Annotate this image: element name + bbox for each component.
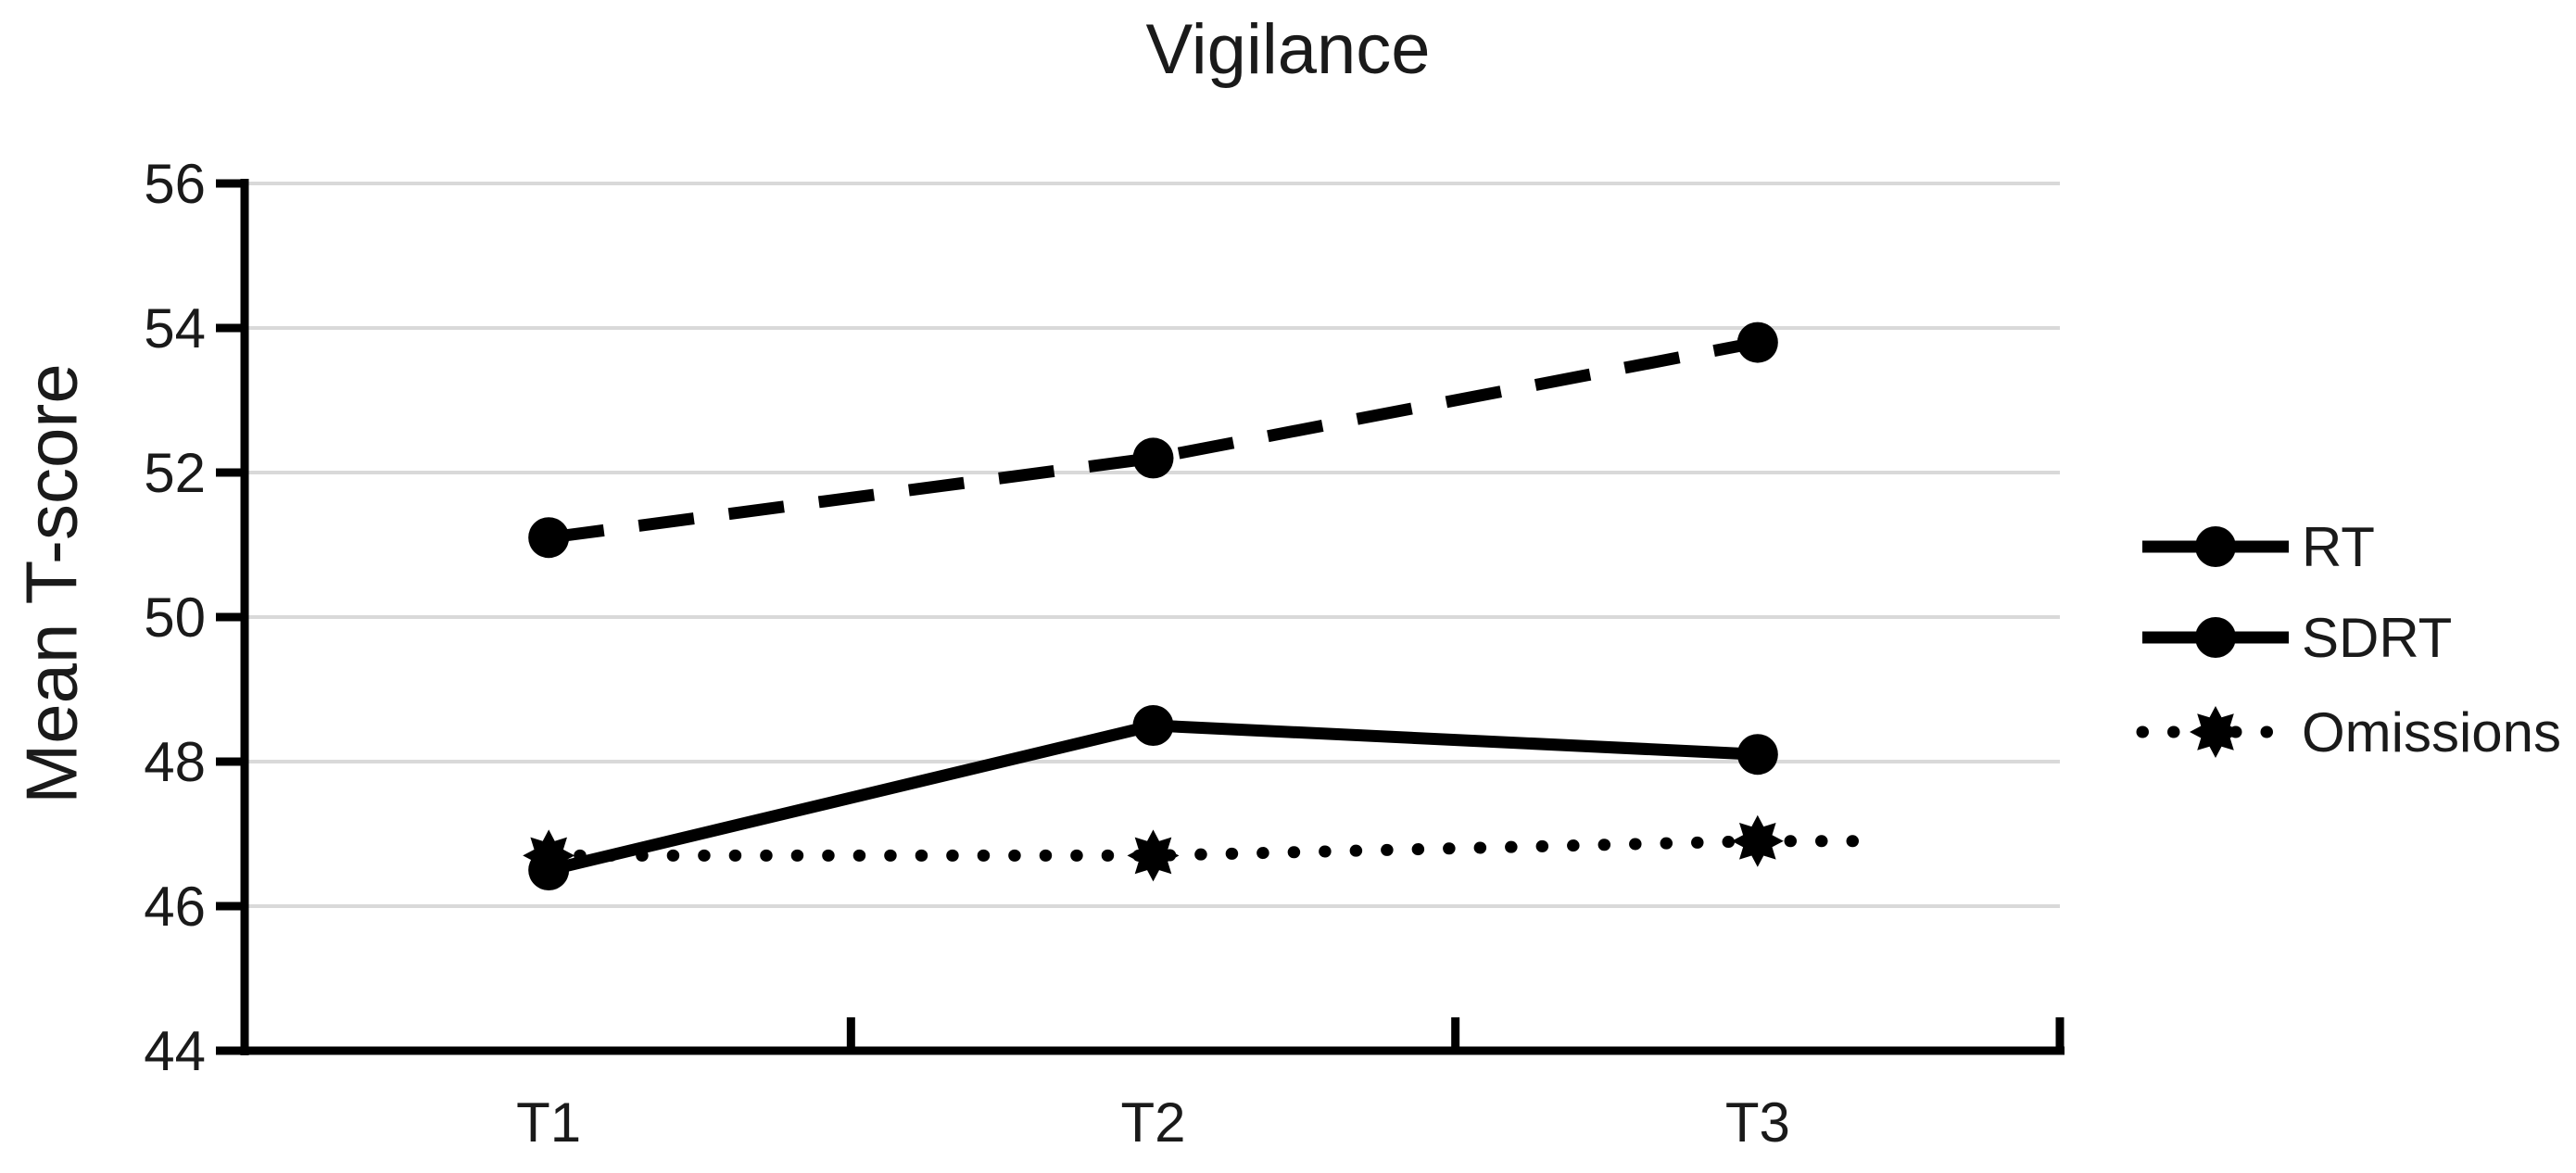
legend-label-omissions: Omissions bbox=[2302, 701, 2561, 763]
y-tick-label-54: 54 bbox=[144, 297, 206, 359]
marker-omissions-t3 bbox=[1731, 814, 1784, 867]
legend-label-sdrt: SDRT bbox=[2302, 607, 2452, 669]
marker-omissions-t2 bbox=[1127, 829, 1180, 882]
y-tick-label-56: 56 bbox=[144, 153, 206, 215]
marker-rt-t3 bbox=[1736, 734, 1778, 776]
legend-swatch-marker-sdrt bbox=[2195, 617, 2236, 658]
marker-rt-t2 bbox=[1132, 705, 1174, 746]
marker-omissions-t1 bbox=[523, 829, 575, 882]
legend-swatch-marker-rt bbox=[2195, 526, 2236, 567]
x-tick-label-t1: T1 bbox=[516, 1091, 581, 1154]
marker-sdrt-t3 bbox=[1736, 322, 1778, 363]
legend-swatch-marker-omissions bbox=[2190, 706, 2241, 758]
y-tick-label-44: 44 bbox=[144, 1020, 206, 1082]
y-tick-label-50: 50 bbox=[144, 586, 206, 649]
legend-label-rt: RT bbox=[2302, 516, 2375, 578]
chart-title: Vigilance bbox=[1145, 10, 1431, 89]
series-line-omissions bbox=[542, 835, 1888, 862]
x-tick-label-t2: T2 bbox=[1120, 1091, 1185, 1154]
y-tick-label-48: 48 bbox=[144, 731, 206, 793]
series-line-sdrt bbox=[548, 336, 1760, 544]
y-tick-label-46: 46 bbox=[144, 876, 206, 938]
marker-sdrt-t1 bbox=[528, 517, 570, 559]
y-tick-label-52: 52 bbox=[144, 442, 206, 504]
x-tick-label-t3: T3 bbox=[1725, 1091, 1790, 1154]
marker-sdrt-t2 bbox=[1132, 437, 1174, 479]
